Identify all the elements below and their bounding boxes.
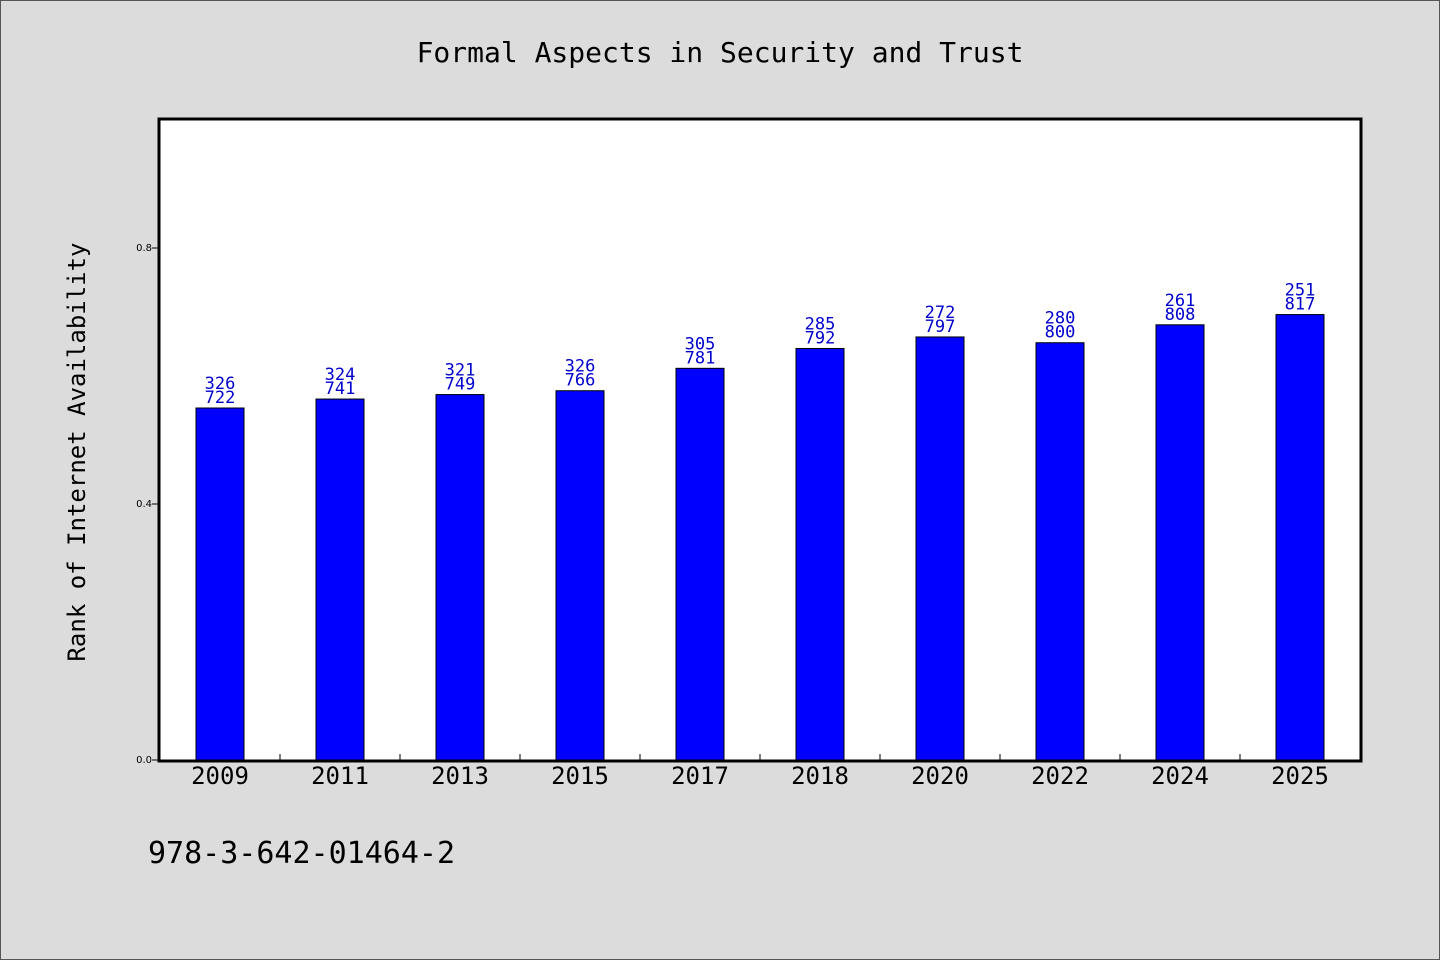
y-tick-label: 0.8 <box>136 243 152 254</box>
data-label-top: 285 <box>805 314 836 334</box>
data-labels: 3267223247413217493267663057812857922727… <box>205 281 1316 408</box>
data-label-bottom: 766 <box>565 371 596 391</box>
bar <box>195 407 245 761</box>
x-tick-label: 2025 <box>1271 762 1329 790</box>
bar <box>1035 342 1085 761</box>
data-label-top: 272 <box>925 303 956 323</box>
data-label-bottom: 792 <box>805 328 836 348</box>
data-label-bottom: 808 <box>1165 305 1196 325</box>
data-label-bottom: 817 <box>1285 295 1316 315</box>
y-tick-label: 0.0 <box>136 755 152 766</box>
x-tick-label: 2011 <box>311 762 369 790</box>
bar <box>795 347 845 761</box>
data-label-bottom: 800 <box>1045 323 1076 343</box>
x-tick-label: 2020 <box>911 762 969 790</box>
bar <box>675 367 725 761</box>
x-tick-label: 2024 <box>1151 762 1209 790</box>
data-label-bottom: 797 <box>925 317 956 337</box>
data-label-bottom: 741 <box>325 379 356 399</box>
x-tick-label: 2018 <box>791 762 849 790</box>
data-label-top: 280 <box>1045 309 1076 329</box>
data-label-bottom: 722 <box>205 388 236 408</box>
chart-title: Formal Aspects in Security and Trust <box>417 36 1024 69</box>
y-axis-ticks: 0.0 0.4 0.8 <box>136 243 160 766</box>
data-label-top: 261 <box>1165 291 1196 311</box>
footer-isbn: 978-3-642-01464-2 <box>148 836 455 871</box>
data-label-top: 324 <box>325 365 356 385</box>
bar <box>555 390 605 761</box>
x-tick-label: 2017 <box>671 762 729 790</box>
x-axis-ticks: 2009 2011 2013 2015 2017 2018 2020 2022 2024 2025 <box>159 754 1361 790</box>
data-label-top: 305 <box>685 334 716 354</box>
x-tick-label: 2013 <box>431 762 489 790</box>
y-tick-label: 0.4 <box>136 499 152 510</box>
x-tick-label: 2022 <box>1031 762 1089 790</box>
x-tick-label: 2009 <box>191 762 249 790</box>
bar <box>435 394 485 761</box>
bar <box>315 398 365 761</box>
y-axis-label: Rank of Internet Availability <box>63 242 91 661</box>
bar <box>915 336 965 761</box>
data-label-top: 326 <box>565 357 596 377</box>
data-label-top: 251 <box>1285 281 1316 301</box>
x-tick-label: 2015 <box>551 762 609 790</box>
bar <box>1155 324 1205 761</box>
bar-series <box>195 314 1325 761</box>
data-label-top: 326 <box>205 374 236 394</box>
data-label-bottom: 749 <box>445 375 476 395</box>
bar <box>1275 314 1325 761</box>
data-label-bottom: 781 <box>685 348 716 368</box>
data-label-top: 321 <box>445 361 476 381</box>
